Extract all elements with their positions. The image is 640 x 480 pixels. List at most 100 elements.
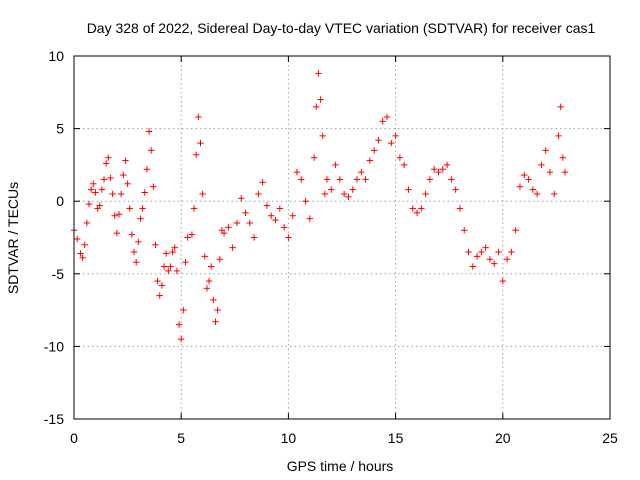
data-layer xyxy=(70,70,569,343)
data-point xyxy=(439,166,446,173)
data-point xyxy=(340,190,348,198)
y-tick-label: 10 xyxy=(48,48,64,64)
data-point xyxy=(105,154,112,161)
data-point xyxy=(182,258,189,266)
data-point xyxy=(143,166,151,173)
data-point xyxy=(132,258,140,266)
y-axis-title: SDTVAR / TECUs xyxy=(5,182,21,294)
data-point xyxy=(229,244,236,251)
chart-title: Day 328 of 2022, Sidereal Day-to-day VTE… xyxy=(87,20,596,36)
data-point xyxy=(152,241,159,248)
data-point xyxy=(124,180,131,187)
data-point xyxy=(448,176,455,183)
data-point xyxy=(96,202,103,209)
data-point xyxy=(98,186,106,193)
data-point xyxy=(413,209,421,217)
data-point xyxy=(555,132,562,140)
data-point xyxy=(87,186,95,193)
data-point xyxy=(551,190,558,198)
data-point xyxy=(323,176,331,183)
data-point xyxy=(426,176,434,183)
data-point xyxy=(319,132,326,140)
data-point xyxy=(147,147,155,154)
data-point xyxy=(336,176,344,183)
x-tick-label: 20 xyxy=(495,430,511,446)
data-point xyxy=(499,277,506,285)
data-point xyxy=(478,248,485,256)
data-point xyxy=(195,113,202,121)
data-point xyxy=(255,190,262,198)
data-point xyxy=(126,205,133,212)
data-point xyxy=(90,180,97,187)
data-point xyxy=(400,161,408,169)
data-point xyxy=(212,318,219,325)
data-point xyxy=(559,154,567,161)
data-point xyxy=(193,151,200,158)
data-point xyxy=(430,166,438,173)
data-point xyxy=(107,174,114,182)
data-point xyxy=(388,139,395,147)
data-point xyxy=(233,219,241,227)
data-point xyxy=(533,190,541,198)
data-point xyxy=(100,176,108,183)
data-point xyxy=(285,234,292,241)
y-tick-label: 5 xyxy=(56,121,64,137)
data-point xyxy=(482,244,489,251)
data-point xyxy=(242,209,249,217)
data-point xyxy=(529,186,537,193)
data-point xyxy=(409,205,416,212)
data-point xyxy=(375,137,382,144)
data-point xyxy=(160,263,168,270)
x-tick-label: 10 xyxy=(281,430,297,446)
data-point xyxy=(79,254,86,262)
data-point xyxy=(315,70,322,77)
data-point xyxy=(246,219,254,227)
data-point xyxy=(469,263,476,270)
data-point xyxy=(383,113,391,121)
data-point xyxy=(293,168,301,176)
data-point xyxy=(302,198,309,205)
data-point xyxy=(345,193,352,201)
data-point xyxy=(83,219,91,227)
data-point xyxy=(184,234,191,241)
data-point xyxy=(113,229,121,237)
y-tick-label: 0 xyxy=(56,193,64,209)
data-point xyxy=(310,154,318,161)
data-point xyxy=(214,306,221,314)
data-point xyxy=(557,103,564,111)
data-point xyxy=(491,260,498,267)
data-point xyxy=(328,186,335,193)
data-point xyxy=(512,227,519,234)
y-tick-label: -10 xyxy=(44,338,64,354)
data-point xyxy=(418,205,425,212)
data-point xyxy=(456,205,464,212)
data-point xyxy=(171,244,178,251)
data-point xyxy=(111,212,118,219)
data-point xyxy=(358,168,365,176)
data-point xyxy=(370,147,378,154)
data-point xyxy=(521,171,528,179)
data-point xyxy=(141,189,148,196)
data-point xyxy=(280,224,288,231)
data-point xyxy=(74,235,81,243)
data-point xyxy=(165,267,172,275)
plot-frame xyxy=(73,55,611,420)
data-point xyxy=(145,128,153,135)
data-point xyxy=(238,195,245,202)
data-point xyxy=(268,212,275,219)
data-point xyxy=(443,161,451,169)
y-tick-label: -5 xyxy=(52,266,65,282)
data-point xyxy=(461,227,468,234)
data-point xyxy=(259,179,266,186)
data-point xyxy=(313,103,320,111)
data-point xyxy=(85,200,93,208)
data-point xyxy=(546,168,554,176)
data-point xyxy=(306,215,314,222)
data-point xyxy=(201,253,208,260)
data-point xyxy=(158,282,166,289)
data-point xyxy=(167,263,174,270)
data-point xyxy=(225,224,232,231)
x-tick-label: 5 xyxy=(177,430,185,446)
data-point xyxy=(272,216,279,224)
